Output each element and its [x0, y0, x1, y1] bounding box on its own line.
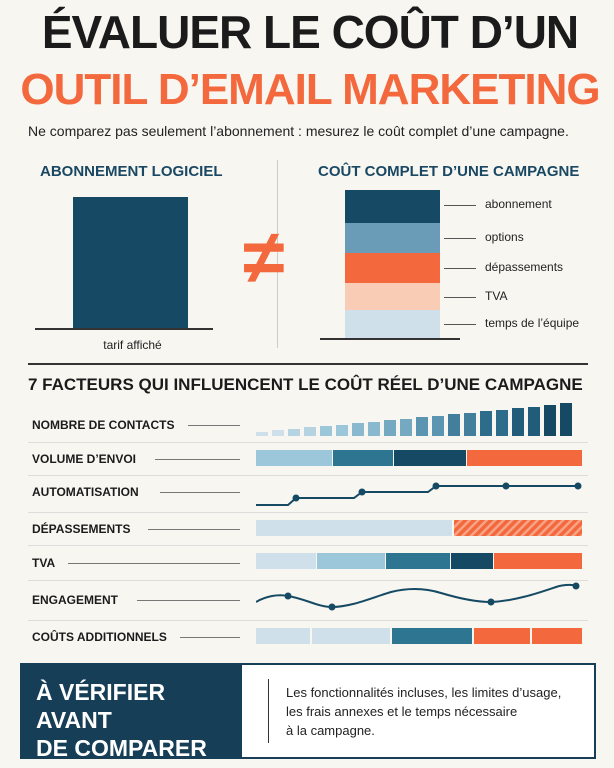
engagement-wave-line: [256, 582, 580, 611]
row-divider: [28, 442, 588, 443]
segment-label-subscription: abonnement: [485, 197, 552, 211]
subscription-bar: [73, 197, 188, 328]
row-divider: [28, 580, 588, 581]
leader-line: [444, 297, 476, 298]
subtitle: Ne comparez pas seulement l’abonnement :…: [28, 123, 569, 139]
factor-leader: [137, 600, 240, 601]
factor-label-additional-costs: COÛTS ADDITIONNELS: [32, 630, 167, 644]
checklist-title-line-1: À VÉRIFIER AVANT: [36, 679, 166, 733]
checklist-text-line-3: à la campagne.: [286, 723, 375, 738]
checklist-title-line-2: DE COMPARER: [36, 735, 207, 761]
leader-line: [444, 205, 476, 206]
subscription-heading: ABONNEMENT LOGICIEL: [40, 163, 223, 180]
checklist-divider: [268, 679, 269, 743]
factor-leader: [188, 425, 240, 426]
checklist-text-line-2: les frais annexes et le temps nécessaire: [286, 704, 518, 719]
row-divider: [28, 545, 588, 546]
checklist-text-line-1: Les fonctionnalités incluses, les limite…: [286, 685, 562, 700]
segment-team-time: [345, 310, 440, 338]
factor-label-overages: DÉPASSEMENTS: [32, 522, 131, 536]
title-line-1: ÉVALUER LE COÛT D’UN: [41, 6, 579, 58]
leader-line: [444, 238, 476, 239]
factor-leader: [160, 492, 240, 493]
factor-label-send-volume: VOLUME D’ENVOI: [32, 452, 137, 466]
checklist-title: À VÉRIFIER AVANT DE COMPARER: [36, 678, 246, 762]
panel-divider: [277, 160, 278, 348]
factor-leader: [148, 529, 240, 530]
segment-vat: [345, 283, 440, 310]
displayed-price-label: tarif affiché: [103, 338, 162, 352]
row-divider: [28, 620, 588, 621]
not-equal-icon: ≠: [243, 215, 285, 300]
contacts-growth-bars: [256, 403, 572, 436]
overages-bar: [256, 520, 582, 536]
factor-label-engagement: ENGAGEMENT: [32, 593, 119, 607]
full-cost-heading: COÛT COMPLET D’UNE CAMPAGNE: [318, 163, 580, 180]
segment-label-overages: dépassements: [485, 260, 564, 274]
row-divider: [28, 475, 588, 476]
segment-subscription: [345, 190, 440, 223]
factor-leader: [68, 563, 240, 564]
segment-label-vat: TVA: [485, 289, 508, 303]
segment-label-team-time: temps de l’équipe: [485, 316, 580, 330]
vat-bar: [256, 553, 582, 569]
title-line-2: OUTIL D’EMAIL MARKETING: [20, 65, 600, 114]
section-divider: [28, 363, 588, 365]
factor-label-vat: TVA: [32, 556, 56, 570]
row-divider: [28, 512, 588, 513]
automation-step-line: [256, 482, 582, 506]
right-baseline: [320, 338, 460, 340]
factor-leader: [155, 459, 240, 460]
segment-overages: [345, 253, 440, 283]
checklist-title-panel: [20, 663, 242, 759]
left-baseline: [35, 328, 213, 330]
leader-line: [444, 268, 476, 269]
send-volume-bar: [256, 450, 582, 466]
leader-line: [444, 324, 476, 325]
factors-title: 7 FACTEURS QUI INFLUENCENT LE COÛT RÉEL …: [28, 375, 583, 394]
factor-label-contacts: NOMBRE DE CONTACTS: [32, 418, 175, 432]
factor-label-automation: AUTOMATISATION: [32, 485, 139, 499]
factor-leader: [180, 637, 240, 638]
segment-label-options: options: [485, 230, 524, 244]
segment-options: [345, 223, 440, 253]
checklist-text: Les fonctionnalités incluses, les limite…: [286, 683, 586, 740]
additional-costs-bar: [256, 628, 582, 644]
